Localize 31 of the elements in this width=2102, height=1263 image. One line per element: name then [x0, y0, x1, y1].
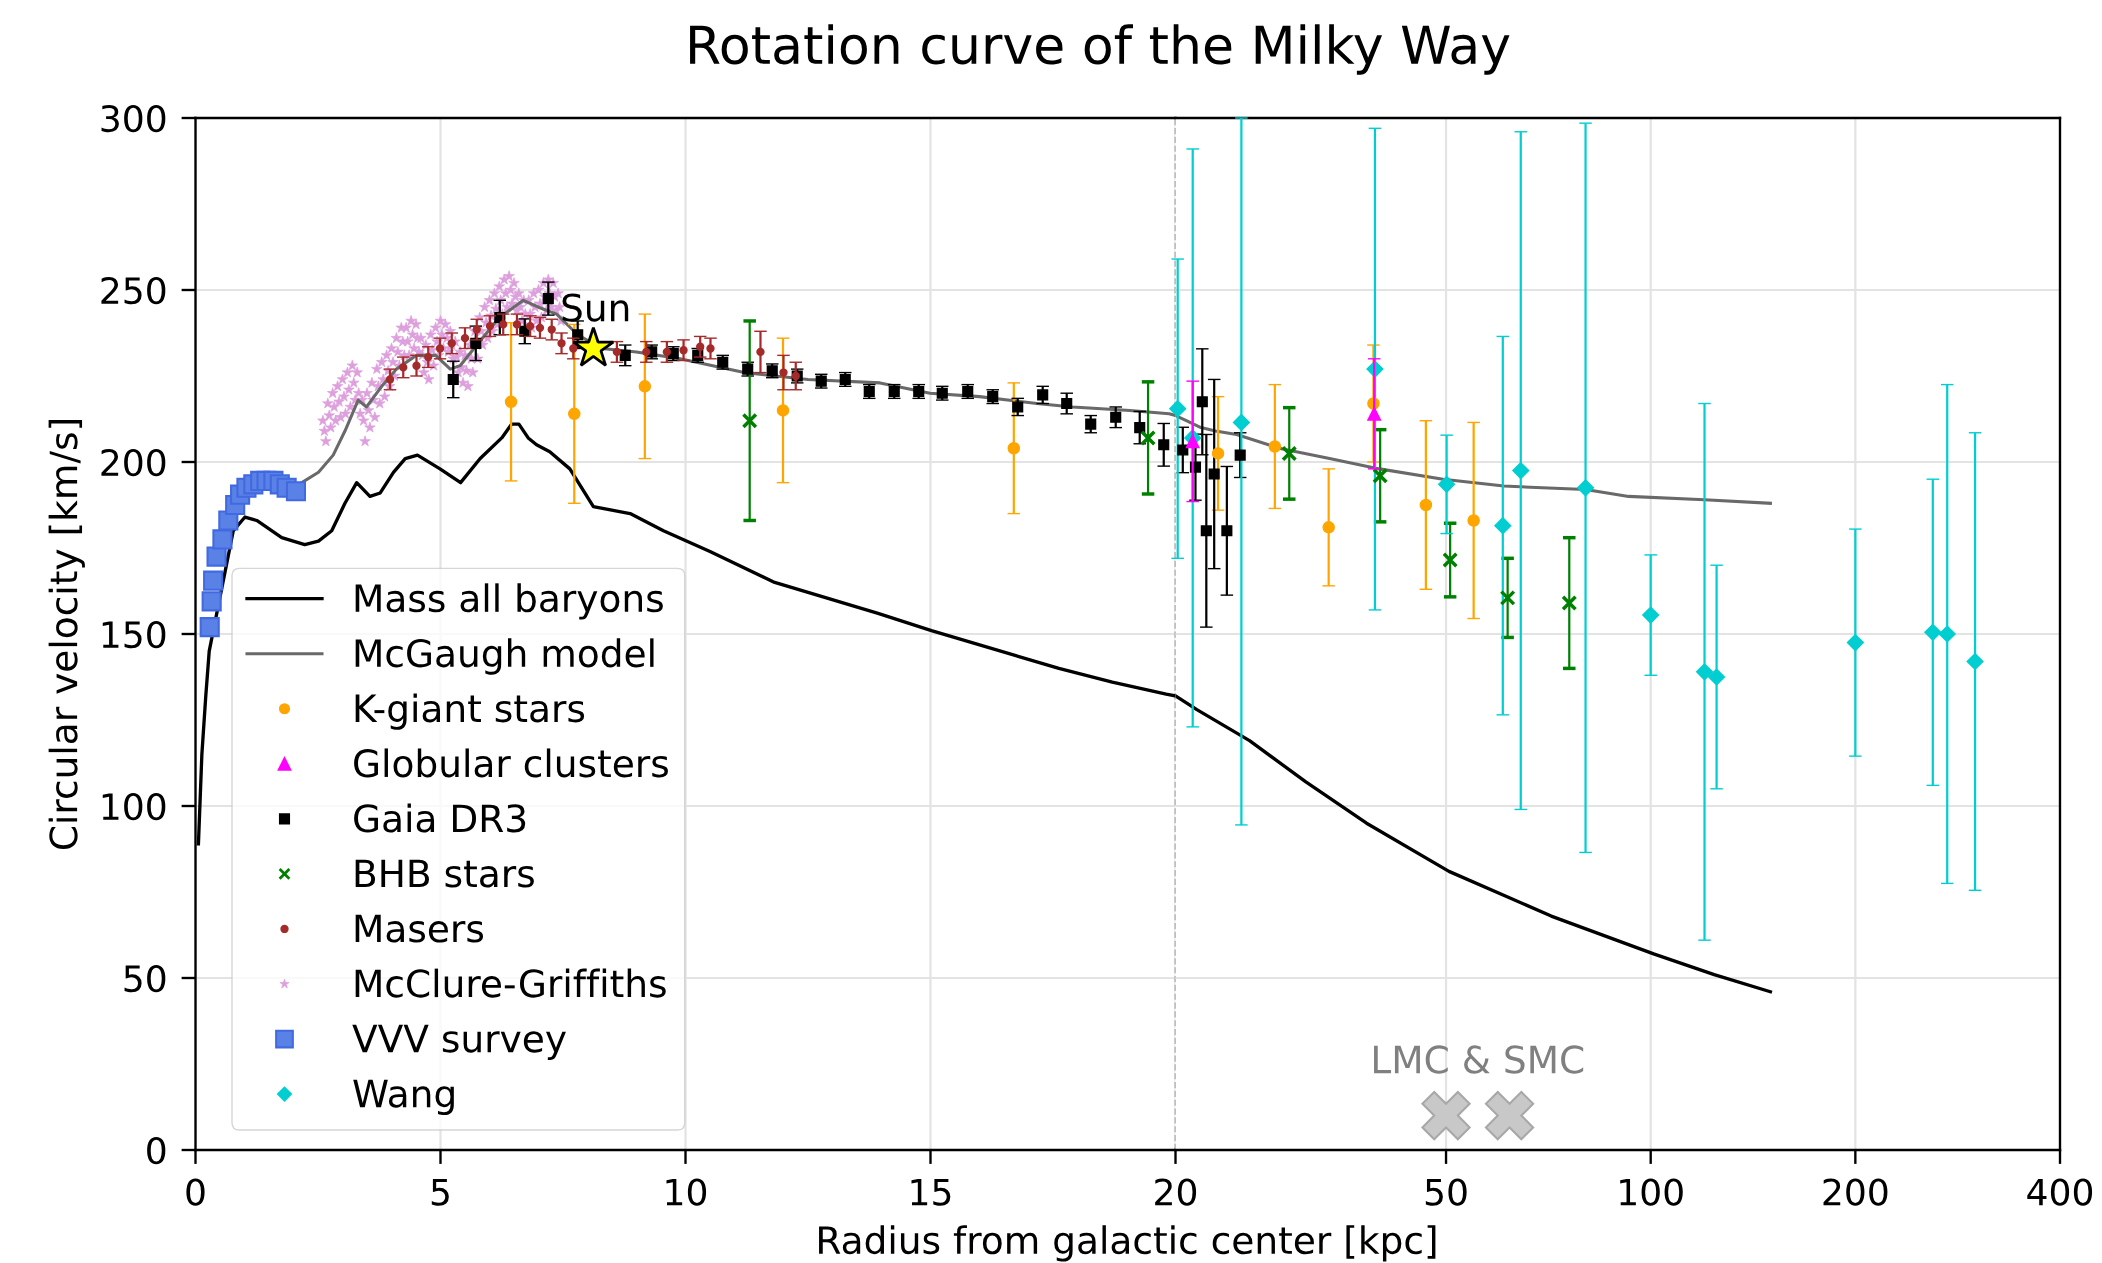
y-tick-label: 150 — [102, 620, 166, 649]
legend-label: Masers — [355, 914, 484, 943]
y-tick-label: 50 — [124, 964, 166, 993]
y-tick-label: 250 — [101, 276, 166, 305]
x-tick-label: 20 — [1155, 1178, 1197, 1206]
legend-label: K-giant stars — [355, 693, 585, 730]
x-tick-label: 100 — [1620, 1178, 1683, 1206]
x-tick-label: 50 — [1425, 1178, 1467, 1206]
x-tick-label: 10 — [666, 1178, 707, 1206]
x-tick-label: 200 — [1823, 1178, 1888, 1206]
annotation: LMC & SMC — [1374, 1045, 1584, 1074]
y-tick-label: 100 — [102, 792, 166, 821]
y-tick-label: 200 — [101, 448, 166, 477]
legend-label: Gaia DR3 — [354, 803, 526, 833]
chart-title: Rotation curve of the Milky Way — [690, 24, 1510, 75]
x-tick-label: 0 — [186, 1178, 205, 1206]
legend-label: Wang — [353, 1079, 454, 1115]
legend-label: Globular clusters — [354, 748, 668, 778]
y-axis-title: Circular velocity [km/s] — [48, 419, 85, 850]
y-tick-label: 0 — [147, 1136, 166, 1165]
legend-label: Mass all baryons — [355, 583, 663, 620]
legend-label: VVV survey — [352, 1024, 566, 1060]
x-tick-label: 400 — [2027, 1178, 2093, 1206]
x-axis-title: Radius from galactic center [kpc] — [819, 1225, 1436, 1262]
x-tick-label: 5 — [431, 1178, 449, 1206]
y-tick-label: 300 — [101, 104, 166, 133]
x-tick-label: 15 — [911, 1178, 951, 1206]
legend-label: BHB stars — [355, 859, 534, 888]
legend-label: McClure-Griffiths — [355, 968, 666, 998]
annotation: Sun — [562, 293, 629, 322]
legend-label: McGaugh model — [355, 638, 654, 675]
